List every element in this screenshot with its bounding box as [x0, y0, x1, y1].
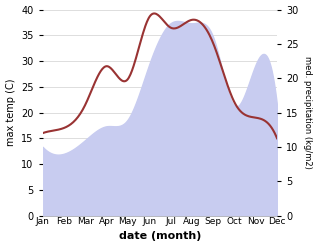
Y-axis label: max temp (C): max temp (C) — [5, 79, 16, 146]
X-axis label: date (month): date (month) — [119, 231, 201, 242]
Y-axis label: med. precipitation (kg/m2): med. precipitation (kg/m2) — [303, 56, 313, 169]
